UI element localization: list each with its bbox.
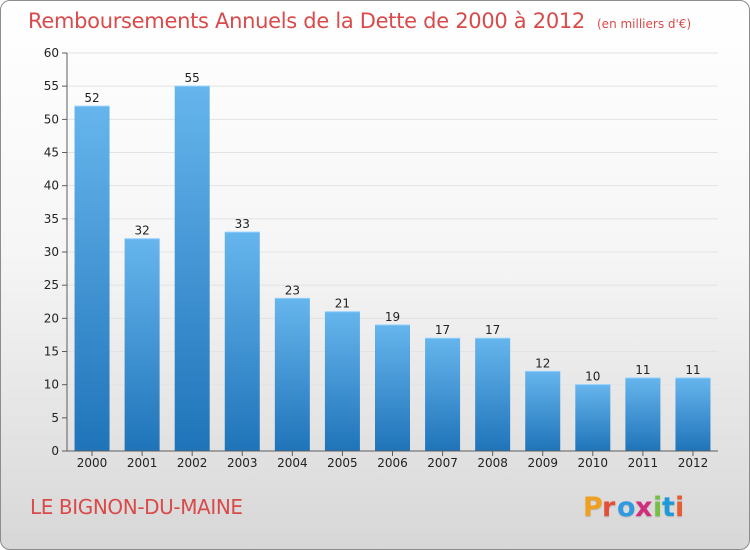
bar — [475, 338, 511, 451]
x-tick-label: 2010 — [578, 456, 609, 470]
bar-value-label: 23 — [285, 283, 300, 297]
bar — [575, 384, 611, 451]
x-tick-label: 2008 — [477, 456, 508, 470]
bar — [625, 378, 661, 451]
bar-layer — [74, 85, 711, 452]
y-tick-label: 20 — [44, 311, 59, 325]
bar-value-label: 17 — [435, 323, 450, 337]
bar-value-label: 55 — [185, 71, 200, 85]
bar — [324, 311, 360, 451]
y-tick-label: 30 — [44, 245, 59, 259]
axis-layer — [62, 52, 718, 456]
x-tick-label: 2006 — [377, 456, 408, 470]
chart-title-text: Remboursements Annuels de la Dette de 20… — [28, 9, 585, 33]
bar — [375, 324, 410, 451]
chart-title-unit: (en milliers d'€) — [597, 17, 692, 31]
bar-value-label: 17 — [485, 323, 500, 337]
y-tick-label: 35 — [44, 212, 59, 226]
x-tick-label: 2009 — [527, 456, 558, 470]
bar-value-label: 11 — [685, 363, 700, 377]
bar-value-label: 12 — [535, 356, 550, 370]
bar-value-label: 10 — [585, 370, 600, 384]
x-tick-label: 2005 — [327, 456, 358, 470]
y-tick-label: 55 — [44, 79, 59, 93]
brand-letter: x — [635, 492, 653, 523]
bar — [224, 232, 260, 451]
y-tick-label: 10 — [44, 378, 59, 392]
brand-letter: P — [583, 492, 603, 523]
label-layer: 0 5 10 15 20 25 30 35 40 45 50 55 60 52 2000 32 2001 55 20… — [44, 46, 709, 470]
brand-letter: i — [653, 492, 663, 523]
x-tick-label: 2000 — [77, 456, 108, 470]
bar — [425, 338, 461, 451]
brand-letter: t — [662, 492, 675, 523]
y-tick-label: 15 — [44, 345, 59, 359]
bar-value-label: 33 — [235, 217, 250, 231]
bar-value-label: 19 — [385, 310, 400, 324]
bar-value-label: 52 — [84, 91, 99, 105]
bar — [274, 298, 310, 451]
x-tick-label: 2004 — [277, 456, 308, 470]
y-tick-label: 0 — [51, 444, 59, 458]
bar-value-label: 32 — [134, 224, 149, 238]
commune-name: LE BIGNON-DU-MAINE — [30, 495, 243, 519]
x-tick-label: 2011 — [628, 456, 659, 470]
bar-value-label: 11 — [635, 363, 650, 377]
y-tick-label: 40 — [44, 179, 59, 193]
brand-letter: o — [617, 492, 636, 523]
x-tick-label: 2012 — [678, 456, 709, 470]
y-tick-label: 60 — [44, 46, 59, 60]
chart-title: Remboursements Annuels de la Dette de 20… — [28, 9, 691, 33]
brand-letter: i — [675, 492, 685, 523]
bar — [174, 86, 210, 452]
bar — [124, 238, 160, 451]
bar — [74, 106, 110, 452]
bar-value-label: 21 — [335, 297, 350, 311]
brand-letter: r — [602, 492, 616, 523]
x-tick-label: 2003 — [227, 456, 258, 470]
y-tick-label: 45 — [44, 146, 59, 160]
bar — [525, 371, 561, 451]
bar — [675, 378, 711, 451]
y-tick-label: 50 — [44, 112, 59, 126]
x-tick-label: 2007 — [427, 456, 458, 470]
y-tick-label: 5 — [51, 411, 59, 425]
y-tick-label: 25 — [44, 278, 59, 292]
x-tick-label: 2001 — [127, 456, 158, 470]
x-tick-label: 2002 — [177, 456, 208, 470]
